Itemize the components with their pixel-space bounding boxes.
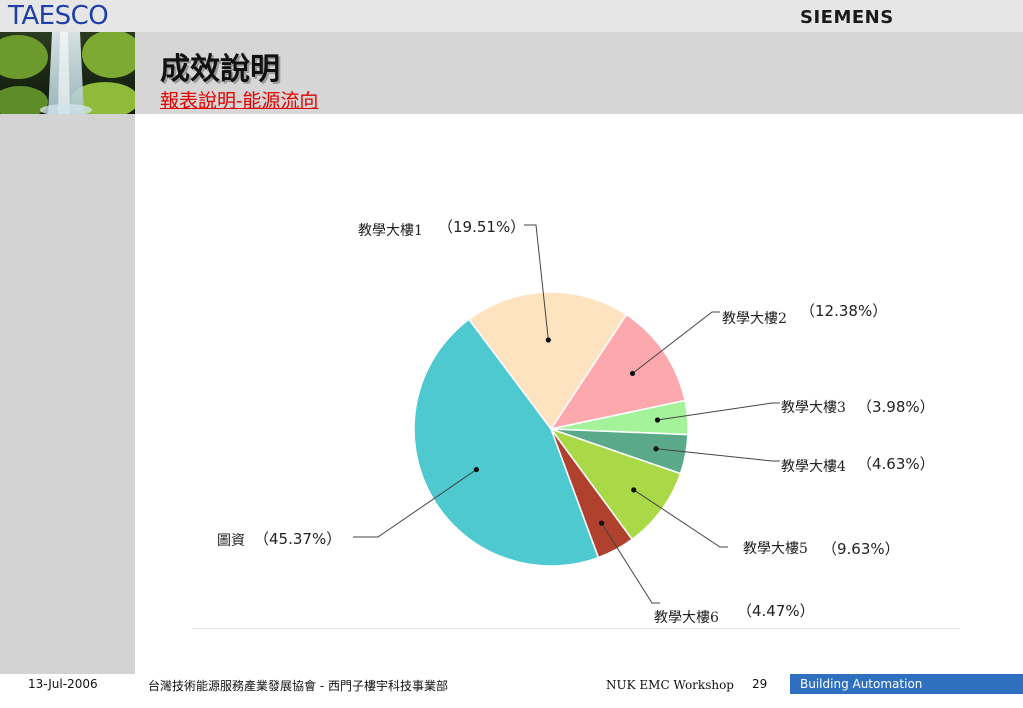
slice-label-3: 教學大樓3 <box>781 400 846 416</box>
leader-line-2 <box>632 311 720 374</box>
page-subtitle: 報表說明-能源流向 <box>160 90 319 112</box>
brand-logo: TAESCO <box>8 1 109 31</box>
leader-line-6 <box>601 522 660 604</box>
slice-percent-5: （9.63%） <box>822 540 900 558</box>
slice-label-6: 教學大樓6 <box>654 610 719 626</box>
leader-dot-1 <box>545 337 551 343</box>
slice-label-2: 教學大樓2 <box>722 311 787 327</box>
slice-percent-4: （4.63%） <box>857 455 935 473</box>
pie-slice-1 <box>467 291 628 431</box>
footer-organization: 台灣技術能源服務產業發展協會 - 西門子樓宇科技事業部 <box>148 679 448 693</box>
left-sidebar-band <box>0 114 135 674</box>
siemens-logo: SIEMENS <box>800 7 894 28</box>
leader-dot-2 <box>629 370 636 377</box>
slice-label-7: 圖資 <box>217 533 245 549</box>
leader-line-7 <box>353 469 477 538</box>
slice-percent-2: （12.38%） <box>800 302 887 320</box>
slice-percent-1: （19.51%） <box>438 218 525 236</box>
leader-dot-7 <box>473 466 479 473</box>
footer-date: 13-Jul-2006 <box>28 677 98 691</box>
slice-label-4: 教學大樓4 <box>781 459 846 475</box>
leader-dot-5 <box>631 487 637 493</box>
top-bar <box>0 0 1023 32</box>
leader-line-4 <box>655 448 780 462</box>
leader-line-1 <box>524 224 549 341</box>
chart-baseline <box>192 628 960 629</box>
leader-line-3 <box>657 402 780 421</box>
footer-tag: Building Automation <box>790 674 1023 694</box>
leader-dot-6 <box>599 520 605 526</box>
leader-line-5 <box>633 489 728 548</box>
footer-event: NUK EMC Workshop <box>606 678 734 692</box>
pie-slice-7 <box>413 318 600 567</box>
slice-percent-6: （4.47%） <box>737 602 815 620</box>
slice-percent-3: （3.98%） <box>857 398 935 416</box>
pie-slice-2 <box>549 313 686 431</box>
footer-page-number: 29 <box>752 677 768 691</box>
leader-dot-3 <box>654 417 661 423</box>
slice-percent-7: （45.37%） <box>254 530 341 548</box>
leader-dot-4 <box>653 446 659 452</box>
slice-label-1: 教學大樓1 <box>358 223 423 239</box>
pie-slice-5 <box>548 427 682 541</box>
waterfall-photo <box>0 32 135 114</box>
page-title: 成效說明 <box>160 52 280 87</box>
header-band <box>135 32 1023 114</box>
slice-label-5: 教學大樓5 <box>743 541 808 557</box>
